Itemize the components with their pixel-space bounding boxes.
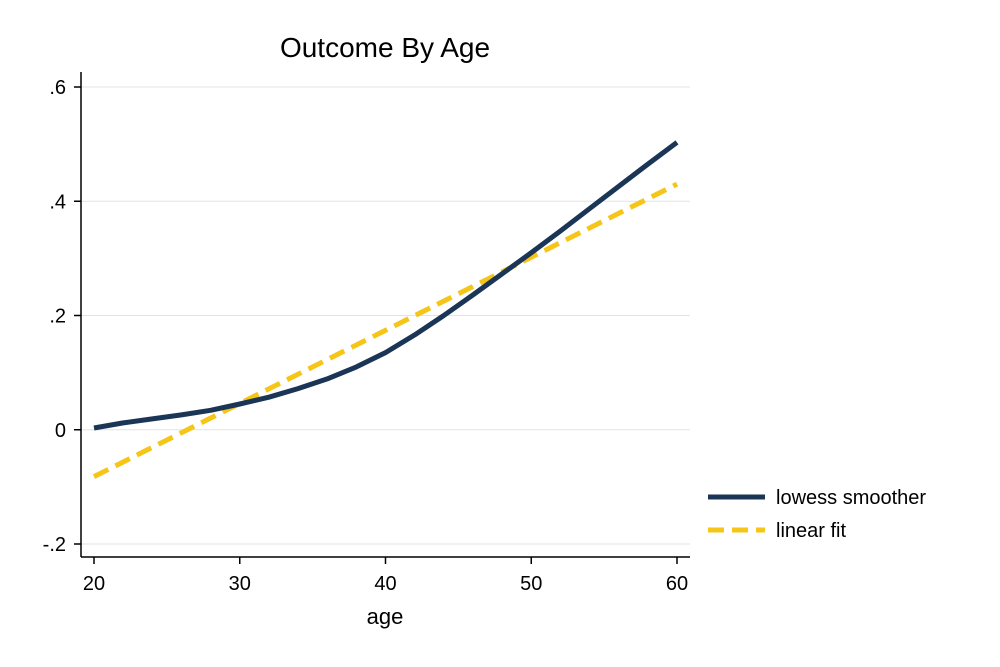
x-axis-label: age [367,604,404,629]
legend-label: linear fit [776,520,846,542]
y-tick-label: 0 [55,420,66,442]
x-ticks: 20 30 40 50 60 [83,557,688,595]
legend-label: lowess smoother [776,487,926,509]
x-tick-label: 60 [666,573,688,595]
x-tick-label: 50 [520,573,542,595]
y-tick-label: .4 [49,191,66,213]
series-lines [92,140,679,479]
axes [80,72,690,558]
y-tick-label: -.2 [43,534,66,556]
chart-title: Outcome By Age [280,32,490,63]
x-tick-label: 20 [83,573,105,595]
series-line-linear-fit [92,181,679,479]
x-tick-label: 40 [374,573,396,595]
y-tick-label: .2 [49,306,66,328]
series-line-lowess-smoother [93,140,679,431]
x-tick-label: 30 [229,573,251,595]
gridlines [81,86,690,545]
y-ticks: -.2 0 .2 .4 .6 [43,77,81,556]
y-tick-label: .6 [49,77,66,99]
legend: lowess smoother linear fit [708,487,926,542]
